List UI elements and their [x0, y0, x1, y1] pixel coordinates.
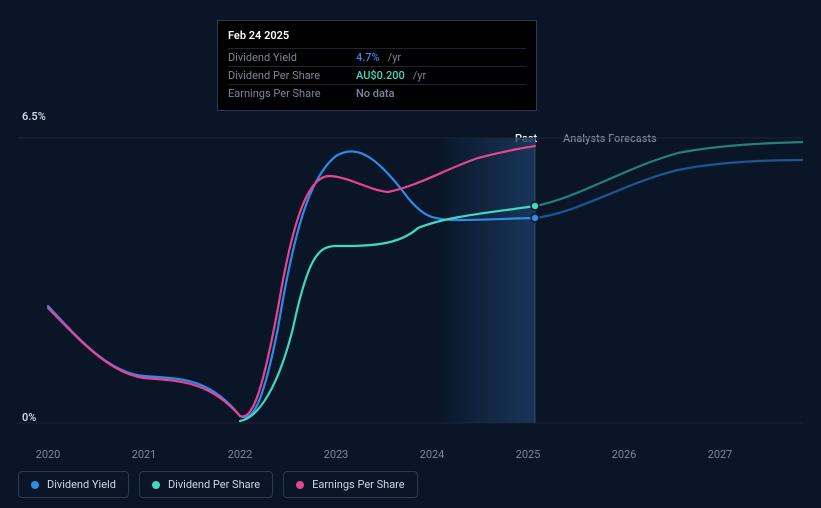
- legend-item[interactable]: Dividend Per Share: [139, 471, 273, 498]
- tooltip-row-label: Earnings Per Share: [228, 87, 348, 100]
- tooltip-row: Earnings Per Share No data: [228, 84, 526, 102]
- x-axis-label: 2021: [132, 448, 157, 461]
- tooltip-row-label: Dividend Per Share: [228, 69, 348, 82]
- legend-label: Earnings Per Share: [312, 478, 405, 491]
- tooltip-row-unit: /yr: [413, 69, 426, 82]
- chart-area[interactable]: [18, 128, 803, 438]
- x-axis: 2020 2021 2022 2023 2024 2025 2026 2027: [18, 448, 803, 468]
- tooltip-row: Dividend Per Share AU$0.200/yr: [228, 66, 526, 84]
- tooltip-row: Dividend Yield 4.7% /yr: [228, 48, 526, 66]
- x-axis-label: 2023: [324, 448, 349, 461]
- tooltip-row-unit: /yr: [388, 51, 401, 64]
- x-axis-label: 2026: [612, 448, 637, 461]
- tooltip: Feb 24 2025 Dividend Yield4.7%/yrDividen…: [217, 20, 537, 111]
- chart-container: Feb 24 2025 Dividend Yield4.7%/yrDividen…: [18, 10, 803, 498]
- tooltip-row-label: Dividend Yield: [228, 51, 348, 64]
- legend-item[interactable]: Dividend Yield: [18, 471, 129, 498]
- tooltip-row-value: 4.7%: [356, 51, 380, 64]
- chart-svg: [18, 128, 803, 438]
- x-axis-label: 2020: [36, 448, 61, 461]
- x-axis-label: 2024: [420, 448, 445, 461]
- x-axis-label: 2022: [228, 448, 253, 461]
- legend-dot-icon: [31, 481, 39, 489]
- legend: Dividend Yield Dividend Per Share Earnings…: [18, 471, 418, 498]
- tooltip-date: Feb 24 2025: [228, 29, 526, 42]
- tooltip-row-value: AU$0.200: [356, 69, 405, 82]
- tooltip-row-value: No data: [356, 87, 395, 100]
- legend-item[interactable]: Earnings Per Share: [283, 471, 418, 498]
- x-axis-label: 2025: [516, 448, 541, 461]
- legend-dot-icon: [152, 481, 160, 489]
- x-axis-label: 2027: [708, 448, 733, 461]
- legend-label: Dividend Per Share: [168, 478, 260, 491]
- legend-label: Dividend Yield: [47, 478, 116, 491]
- legend-dot-icon: [296, 481, 304, 489]
- y-axis-max-label: 6.5%: [22, 110, 46, 123]
